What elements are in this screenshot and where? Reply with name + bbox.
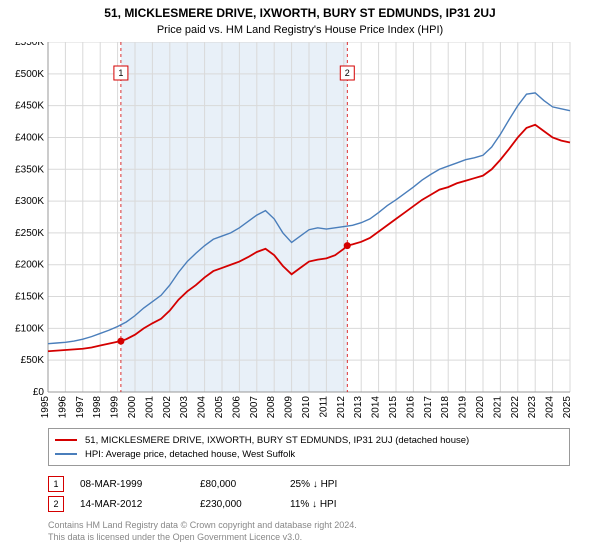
svg-text:2011: 2011 <box>318 396 329 418</box>
footnote: Contains HM Land Registry data © Crown c… <box>48 520 570 543</box>
svg-text:2020: 2020 <box>475 396 486 419</box>
svg-text:2005: 2005 <box>214 396 225 419</box>
footnote-line: This data is licensed under the Open Gov… <box>48 532 570 544</box>
svg-text:£400K: £400K <box>15 132 44 143</box>
svg-text:£550K: £550K <box>15 42 44 48</box>
svg-text:2017: 2017 <box>423 396 434 419</box>
marker-table: 1 08-MAR-1999 £80,000 25% ↓ HPI 2 14-MAR… <box>48 474 570 514</box>
svg-text:1998: 1998 <box>92 396 103 419</box>
marker-diff: 25% ↓ HPI <box>290 479 390 490</box>
marker-badge-num: 1 <box>53 479 58 489</box>
svg-text:2001: 2001 <box>144 396 155 419</box>
svg-text:2: 2 <box>345 68 350 78</box>
svg-text:2007: 2007 <box>249 396 260 419</box>
legend-box: 51, MICKLESMERE DRIVE, IXWORTH, BURY ST … <box>48 428 570 466</box>
svg-text:2025: 2025 <box>562 396 573 419</box>
svg-text:2022: 2022 <box>510 396 521 419</box>
svg-text:2013: 2013 <box>353 396 364 419</box>
svg-text:£450K: £450K <box>15 101 44 112</box>
svg-text:2016: 2016 <box>405 396 416 419</box>
legend-row: HPI: Average price, detached house, West… <box>55 447 563 461</box>
svg-text:£100K: £100K <box>15 323 44 334</box>
svg-text:2012: 2012 <box>336 396 347 419</box>
svg-text:1997: 1997 <box>75 396 86 419</box>
page-subtitle: Price paid vs. HM Land Registry's House … <box>0 20 600 42</box>
legend-swatch <box>55 453 77 455</box>
svg-text:1: 1 <box>118 68 123 78</box>
svg-text:2002: 2002 <box>162 396 173 419</box>
chart-area: £0£50K£100K£150K£200K£250K£300K£350K£400… <box>0 42 600 422</box>
svg-text:£300K: £300K <box>15 196 44 207</box>
marker-diff: 11% ↓ HPI <box>290 499 390 510</box>
svg-text:£500K: £500K <box>15 69 44 80</box>
marker-badge-num: 2 <box>53 499 58 509</box>
marker-row: 2 14-MAR-2012 £230,000 11% ↓ HPI <box>48 494 570 514</box>
svg-text:2009: 2009 <box>284 396 295 419</box>
svg-text:2000: 2000 <box>127 396 138 419</box>
svg-text:2010: 2010 <box>301 396 312 419</box>
svg-text:1995: 1995 <box>40 396 51 419</box>
svg-text:£150K: £150K <box>15 292 44 303</box>
svg-text:2018: 2018 <box>440 396 451 419</box>
svg-text:2004: 2004 <box>197 396 208 419</box>
svg-text:2003: 2003 <box>179 396 190 419</box>
legend-label: HPI: Average price, detached house, West… <box>85 449 295 460</box>
marker-date: 14-MAR-2012 <box>80 499 200 510</box>
svg-text:2008: 2008 <box>266 396 277 419</box>
svg-text:£50K: £50K <box>21 355 45 366</box>
marker-price: £80,000 <box>200 479 290 490</box>
svg-text:£250K: £250K <box>15 228 44 239</box>
marker-badge: 2 <box>48 496 64 512</box>
svg-text:2014: 2014 <box>371 396 382 419</box>
svg-text:1996: 1996 <box>57 396 68 419</box>
marker-price: £230,000 <box>200 499 290 510</box>
legend-swatch <box>55 439 77 441</box>
svg-text:1999: 1999 <box>110 396 121 419</box>
legend-row: 51, MICKLESMERE DRIVE, IXWORTH, BURY ST … <box>55 433 563 447</box>
svg-text:2024: 2024 <box>545 396 556 419</box>
svg-text:2006: 2006 <box>231 396 242 419</box>
svg-text:2021: 2021 <box>492 396 503 419</box>
svg-text:2015: 2015 <box>388 396 399 419</box>
legend-label: 51, MICKLESMERE DRIVE, IXWORTH, BURY ST … <box>85 435 469 446</box>
footnote-line: Contains HM Land Registry data © Crown c… <box>48 520 570 532</box>
svg-text:£350K: £350K <box>15 164 44 175</box>
line-chart-svg: £0£50K£100K£150K£200K£250K£300K£350K£400… <box>0 42 600 422</box>
svg-text:2019: 2019 <box>458 396 469 419</box>
marker-date: 08-MAR-1999 <box>80 479 200 490</box>
marker-badge: 1 <box>48 476 64 492</box>
page-title: 51, MICKLESMERE DRIVE, IXWORTH, BURY ST … <box>0 0 600 20</box>
svg-text:2023: 2023 <box>527 396 538 419</box>
marker-row: 1 08-MAR-1999 £80,000 25% ↓ HPI <box>48 474 570 494</box>
svg-text:£200K: £200K <box>15 260 44 271</box>
